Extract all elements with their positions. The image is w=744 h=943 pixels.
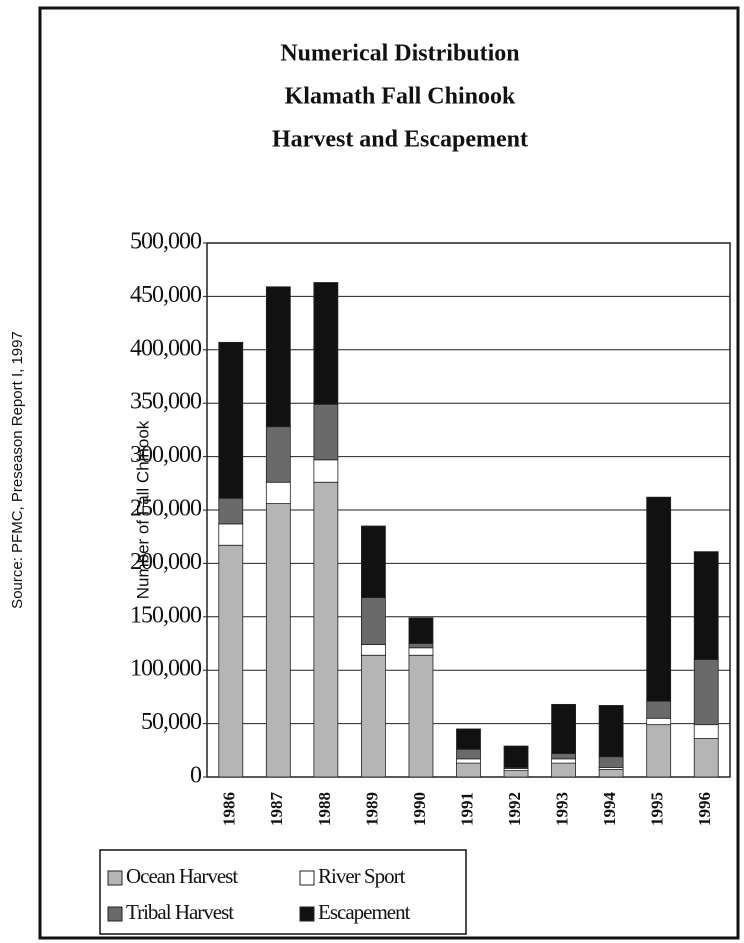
bar-segment xyxy=(646,724,672,778)
bar-segment xyxy=(408,654,434,778)
bar-segment xyxy=(218,544,244,778)
y-tick-label: 400,000 xyxy=(130,335,202,361)
bar-segment xyxy=(551,703,576,754)
bar-segment xyxy=(361,654,386,778)
x-tick-label: 1989 xyxy=(362,792,381,826)
x-tick-label: 1987 xyxy=(267,792,286,827)
y-tick-label: 100,000 xyxy=(130,656,202,682)
legend-swatch xyxy=(107,870,123,886)
bar-segment xyxy=(408,617,434,644)
bar-segment xyxy=(313,403,339,461)
legend xyxy=(99,849,467,935)
legend-label: Escapement xyxy=(318,900,411,924)
bar-segment xyxy=(456,748,481,760)
y-axis-label: Number of Fall Chinook xyxy=(133,420,152,599)
x-tick-label: 1993 xyxy=(552,792,571,826)
bar-segment xyxy=(598,769,624,778)
bar-segment xyxy=(265,286,291,428)
legend-label: Ocean Harvest xyxy=(126,864,238,888)
y-tick-label: 500,000 xyxy=(130,229,202,255)
bar-segment xyxy=(313,282,339,405)
bar-segment xyxy=(408,643,434,649)
bar-segment xyxy=(313,459,339,483)
title-line: Numerical Distribution xyxy=(280,41,519,67)
bar-segment xyxy=(456,758,481,764)
bar-segment xyxy=(456,762,481,778)
bar-segment xyxy=(693,551,719,660)
frame xyxy=(38,6,740,940)
bar-segment xyxy=(503,770,529,778)
y-tick-label: 50,000 xyxy=(141,709,202,735)
title-line: Harvest and Escapement xyxy=(272,127,528,153)
x-tick-label: 1986 xyxy=(220,792,239,826)
bar-segment xyxy=(646,700,672,719)
bar-segment xyxy=(693,738,719,778)
x-tick-label: 1988 xyxy=(315,792,334,826)
bar-segment xyxy=(551,758,576,764)
bar-segment xyxy=(361,644,386,656)
bar-segment xyxy=(218,523,244,546)
bar-segment xyxy=(598,756,624,768)
bar-segment xyxy=(646,496,672,702)
x-tick-label: 1994 xyxy=(600,792,619,827)
x-tick-label: 1992 xyxy=(505,792,524,826)
bar-segment xyxy=(313,481,339,778)
bar-segment xyxy=(408,647,434,656)
bar-segment xyxy=(265,503,291,778)
y-tick-label: 250,000 xyxy=(130,496,202,522)
legend-swatch xyxy=(299,870,315,886)
legend-swatch xyxy=(107,906,123,922)
x-tick-label: 1991 xyxy=(457,792,476,826)
y-tick-label: 200,000 xyxy=(130,549,202,575)
bar-segment xyxy=(361,597,386,645)
bar-segment xyxy=(361,525,386,598)
title-line: Klamath Fall Chinook xyxy=(285,84,516,110)
bar-segment xyxy=(218,497,244,525)
bar-segment xyxy=(456,728,481,750)
bar-segment xyxy=(265,481,291,504)
bar-segment xyxy=(693,659,719,726)
legend-label: River Sport xyxy=(318,864,406,888)
legend-label: Tribal Harvest xyxy=(126,900,234,924)
y-tick-label: 300,000 xyxy=(130,442,202,468)
bar-segment xyxy=(693,724,719,739)
bar-segment xyxy=(551,762,576,778)
legend-swatch xyxy=(299,906,315,922)
bar-segment xyxy=(598,705,624,758)
bar-segment xyxy=(551,753,576,760)
bar-segment xyxy=(218,341,244,499)
y-tick-label: 450,000 xyxy=(130,282,202,308)
source-note: Source: PFMC, Preseason Report I, 1997 xyxy=(9,331,26,609)
x-tick-label: 1995 xyxy=(648,792,667,826)
bar-segment xyxy=(265,426,291,483)
x-tick-label: 1990 xyxy=(410,792,429,826)
y-tick-label: 0 xyxy=(190,763,202,789)
bar-segment xyxy=(503,745,529,768)
x-tick-label: 1996 xyxy=(695,792,714,826)
y-tick-label: 150,000 xyxy=(130,602,202,628)
y-tick-label: 350,000 xyxy=(130,389,202,415)
bar-segment xyxy=(646,717,672,726)
